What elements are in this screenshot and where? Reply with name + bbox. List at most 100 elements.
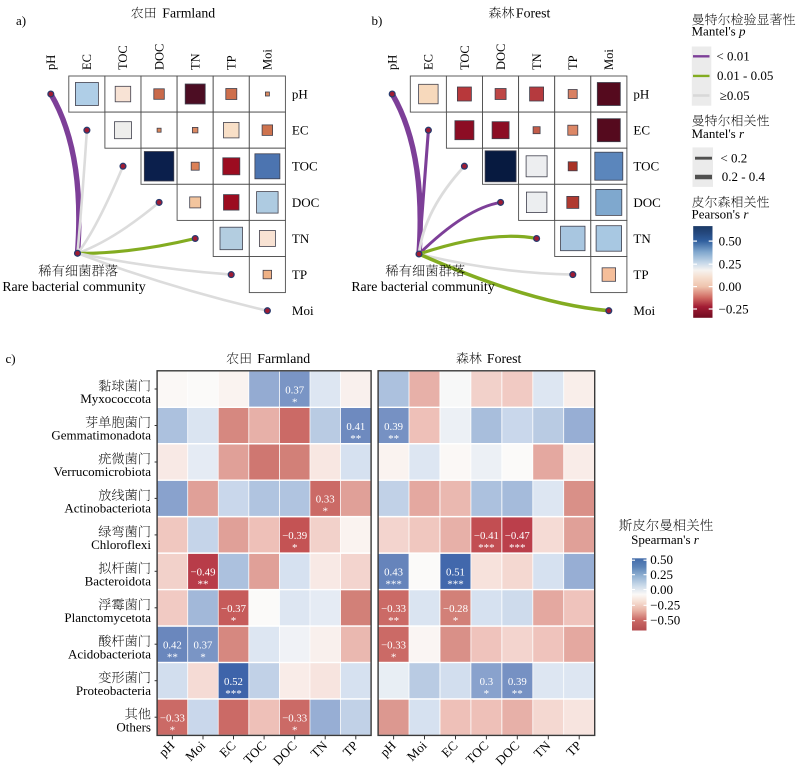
svg-text:*: * (292, 725, 298, 737)
svg-text:c): c) (6, 351, 16, 366)
svg-text:*: * (453, 615, 459, 627)
svg-text:**: ** (388, 433, 399, 445)
svg-text:Proteobacteria: Proteobacteria (76, 683, 151, 698)
svg-text:0.50: 0.50 (719, 234, 742, 249)
svg-text:TP: TP (292, 267, 307, 282)
svg-text:0.25: 0.25 (650, 567, 673, 582)
svg-text:TOC: TOC (116, 45, 130, 70)
svg-text:**: ** (512, 688, 523, 700)
svg-text:EC: EC (292, 123, 309, 138)
svg-text:−0.33: −0.33 (381, 603, 406, 615)
svg-text:0.42: 0.42 (163, 640, 182, 652)
svg-text:0.37: 0.37 (285, 384, 304, 396)
svg-text:TOC: TOC (458, 45, 472, 70)
svg-text:−0.37: −0.37 (221, 603, 247, 615)
svg-text:TOC: TOC (292, 159, 318, 174)
svg-text:Planctomycetota: Planctomycetota (64, 610, 151, 625)
svg-text:Pearson's r: Pearson's r (692, 207, 750, 222)
svg-text:0.50: 0.50 (650, 552, 673, 567)
svg-text:*: * (292, 396, 298, 408)
svg-text:Mantel's r: Mantel's r (692, 126, 745, 141)
svg-text:Chloroflexi: Chloroflexi (91, 537, 151, 552)
svg-text:Myxococcota: Myxococcota (80, 391, 151, 406)
svg-text:−0.47: −0.47 (505, 530, 531, 542)
svg-text:a): a) (16, 13, 26, 28)
svg-text:Rare bacterial community: Rare bacterial community (2, 279, 145, 294)
svg-text:< 0.2: < 0.2 (720, 151, 747, 166)
svg-text:*: * (484, 688, 490, 700)
svg-text:< 0.01: < 0.01 (716, 49, 749, 64)
svg-text:Farmland: Farmland (162, 6, 215, 21)
svg-text:Bacteroidota: Bacteroidota (85, 574, 152, 589)
svg-text:*: * (231, 615, 237, 627)
svg-text:TN: TN (189, 53, 203, 70)
svg-text:TP: TP (633, 267, 648, 282)
svg-text:**: ** (167, 652, 178, 664)
svg-text:*: * (170, 725, 176, 737)
svg-text:−0.49: −0.49 (191, 567, 216, 579)
svg-text:Forest: Forest (516, 6, 551, 21)
svg-text:Farmland: Farmland (257, 351, 310, 366)
svg-text:Actinobacteriota: Actinobacteriota (64, 501, 151, 516)
svg-text:0.33: 0.33 (316, 494, 335, 506)
svg-text:DOC: DOC (494, 44, 508, 70)
svg-text:TOC: TOC (633, 159, 659, 174)
svg-text:Verrucomicrobiota: Verrucomicrobiota (54, 464, 152, 479)
svg-text:0.00: 0.00 (719, 279, 742, 294)
svg-text:−0.33: −0.33 (160, 713, 185, 725)
svg-text:0.52: 0.52 (224, 676, 243, 688)
svg-text:**: ** (350, 433, 361, 445)
svg-text:Rare bacterial community: Rare bacterial community (351, 279, 494, 294)
svg-text:−0.33: −0.33 (282, 713, 307, 725)
svg-text:−0.25: −0.25 (719, 302, 749, 317)
svg-text:***: *** (385, 579, 402, 591)
svg-text:*: * (200, 652, 206, 664)
svg-text:0.39: 0.39 (508, 676, 527, 688)
svg-text:−0.39: −0.39 (282, 530, 307, 542)
svg-text:pH: pH (292, 87, 308, 102)
svg-text:**: ** (198, 579, 209, 591)
svg-text:−0.41: −0.41 (474, 530, 499, 542)
svg-text:Mantel's p: Mantel's p (692, 24, 746, 39)
svg-text:0.39: 0.39 (384, 421, 403, 433)
svg-text:0.41: 0.41 (346, 421, 365, 433)
svg-text:*: * (292, 542, 298, 554)
svg-text:TN: TN (633, 231, 651, 246)
svg-text:***: *** (447, 579, 464, 591)
svg-text:Forest: Forest (487, 351, 522, 366)
svg-text:b): b) (372, 13, 383, 28)
svg-text:DOC: DOC (633, 195, 660, 210)
svg-text:pH: pH (633, 87, 649, 102)
svg-text:**: ** (388, 615, 399, 627)
svg-text:0.43: 0.43 (384, 567, 403, 579)
svg-text:0.3: 0.3 (480, 676, 494, 688)
svg-text:pH: pH (386, 55, 400, 70)
svg-text:DOC: DOC (152, 44, 166, 70)
svg-text:TN: TN (530, 53, 544, 70)
svg-text:EC: EC (80, 54, 94, 70)
svg-text:0.37: 0.37 (194, 640, 213, 652)
svg-text:TN: TN (292, 231, 310, 246)
svg-text:*: * (322, 506, 328, 518)
svg-text:Acidobacteriota: Acidobacteriota (68, 647, 151, 662)
svg-text:Moi: Moi (292, 303, 314, 318)
svg-text:*: * (391, 652, 397, 664)
svg-text:−0.33: −0.33 (381, 640, 406, 652)
svg-text:***: *** (225, 688, 242, 700)
svg-text:Spearman's r: Spearman's r (631, 532, 700, 547)
svg-text:≥0.05: ≥0.05 (720, 88, 750, 103)
svg-text:−0.25: −0.25 (650, 598, 680, 613)
svg-text:Moi: Moi (602, 49, 616, 70)
svg-text:Moi: Moi (633, 303, 655, 318)
svg-text:Others: Others (116, 719, 151, 734)
svg-text:DOC: DOC (292, 195, 319, 210)
svg-text:0.2 - 0.4: 0.2 - 0.4 (722, 169, 766, 184)
svg-text:TP: TP (566, 55, 580, 70)
svg-text:pH: pH (44, 55, 58, 70)
svg-text:−0.28: −0.28 (443, 603, 468, 615)
svg-text:TP: TP (225, 55, 239, 70)
svg-text:0.00: 0.00 (650, 582, 673, 597)
svg-text:Moi: Moi (261, 49, 275, 70)
svg-text:***: *** (509, 542, 526, 554)
svg-text:***: *** (478, 542, 495, 554)
